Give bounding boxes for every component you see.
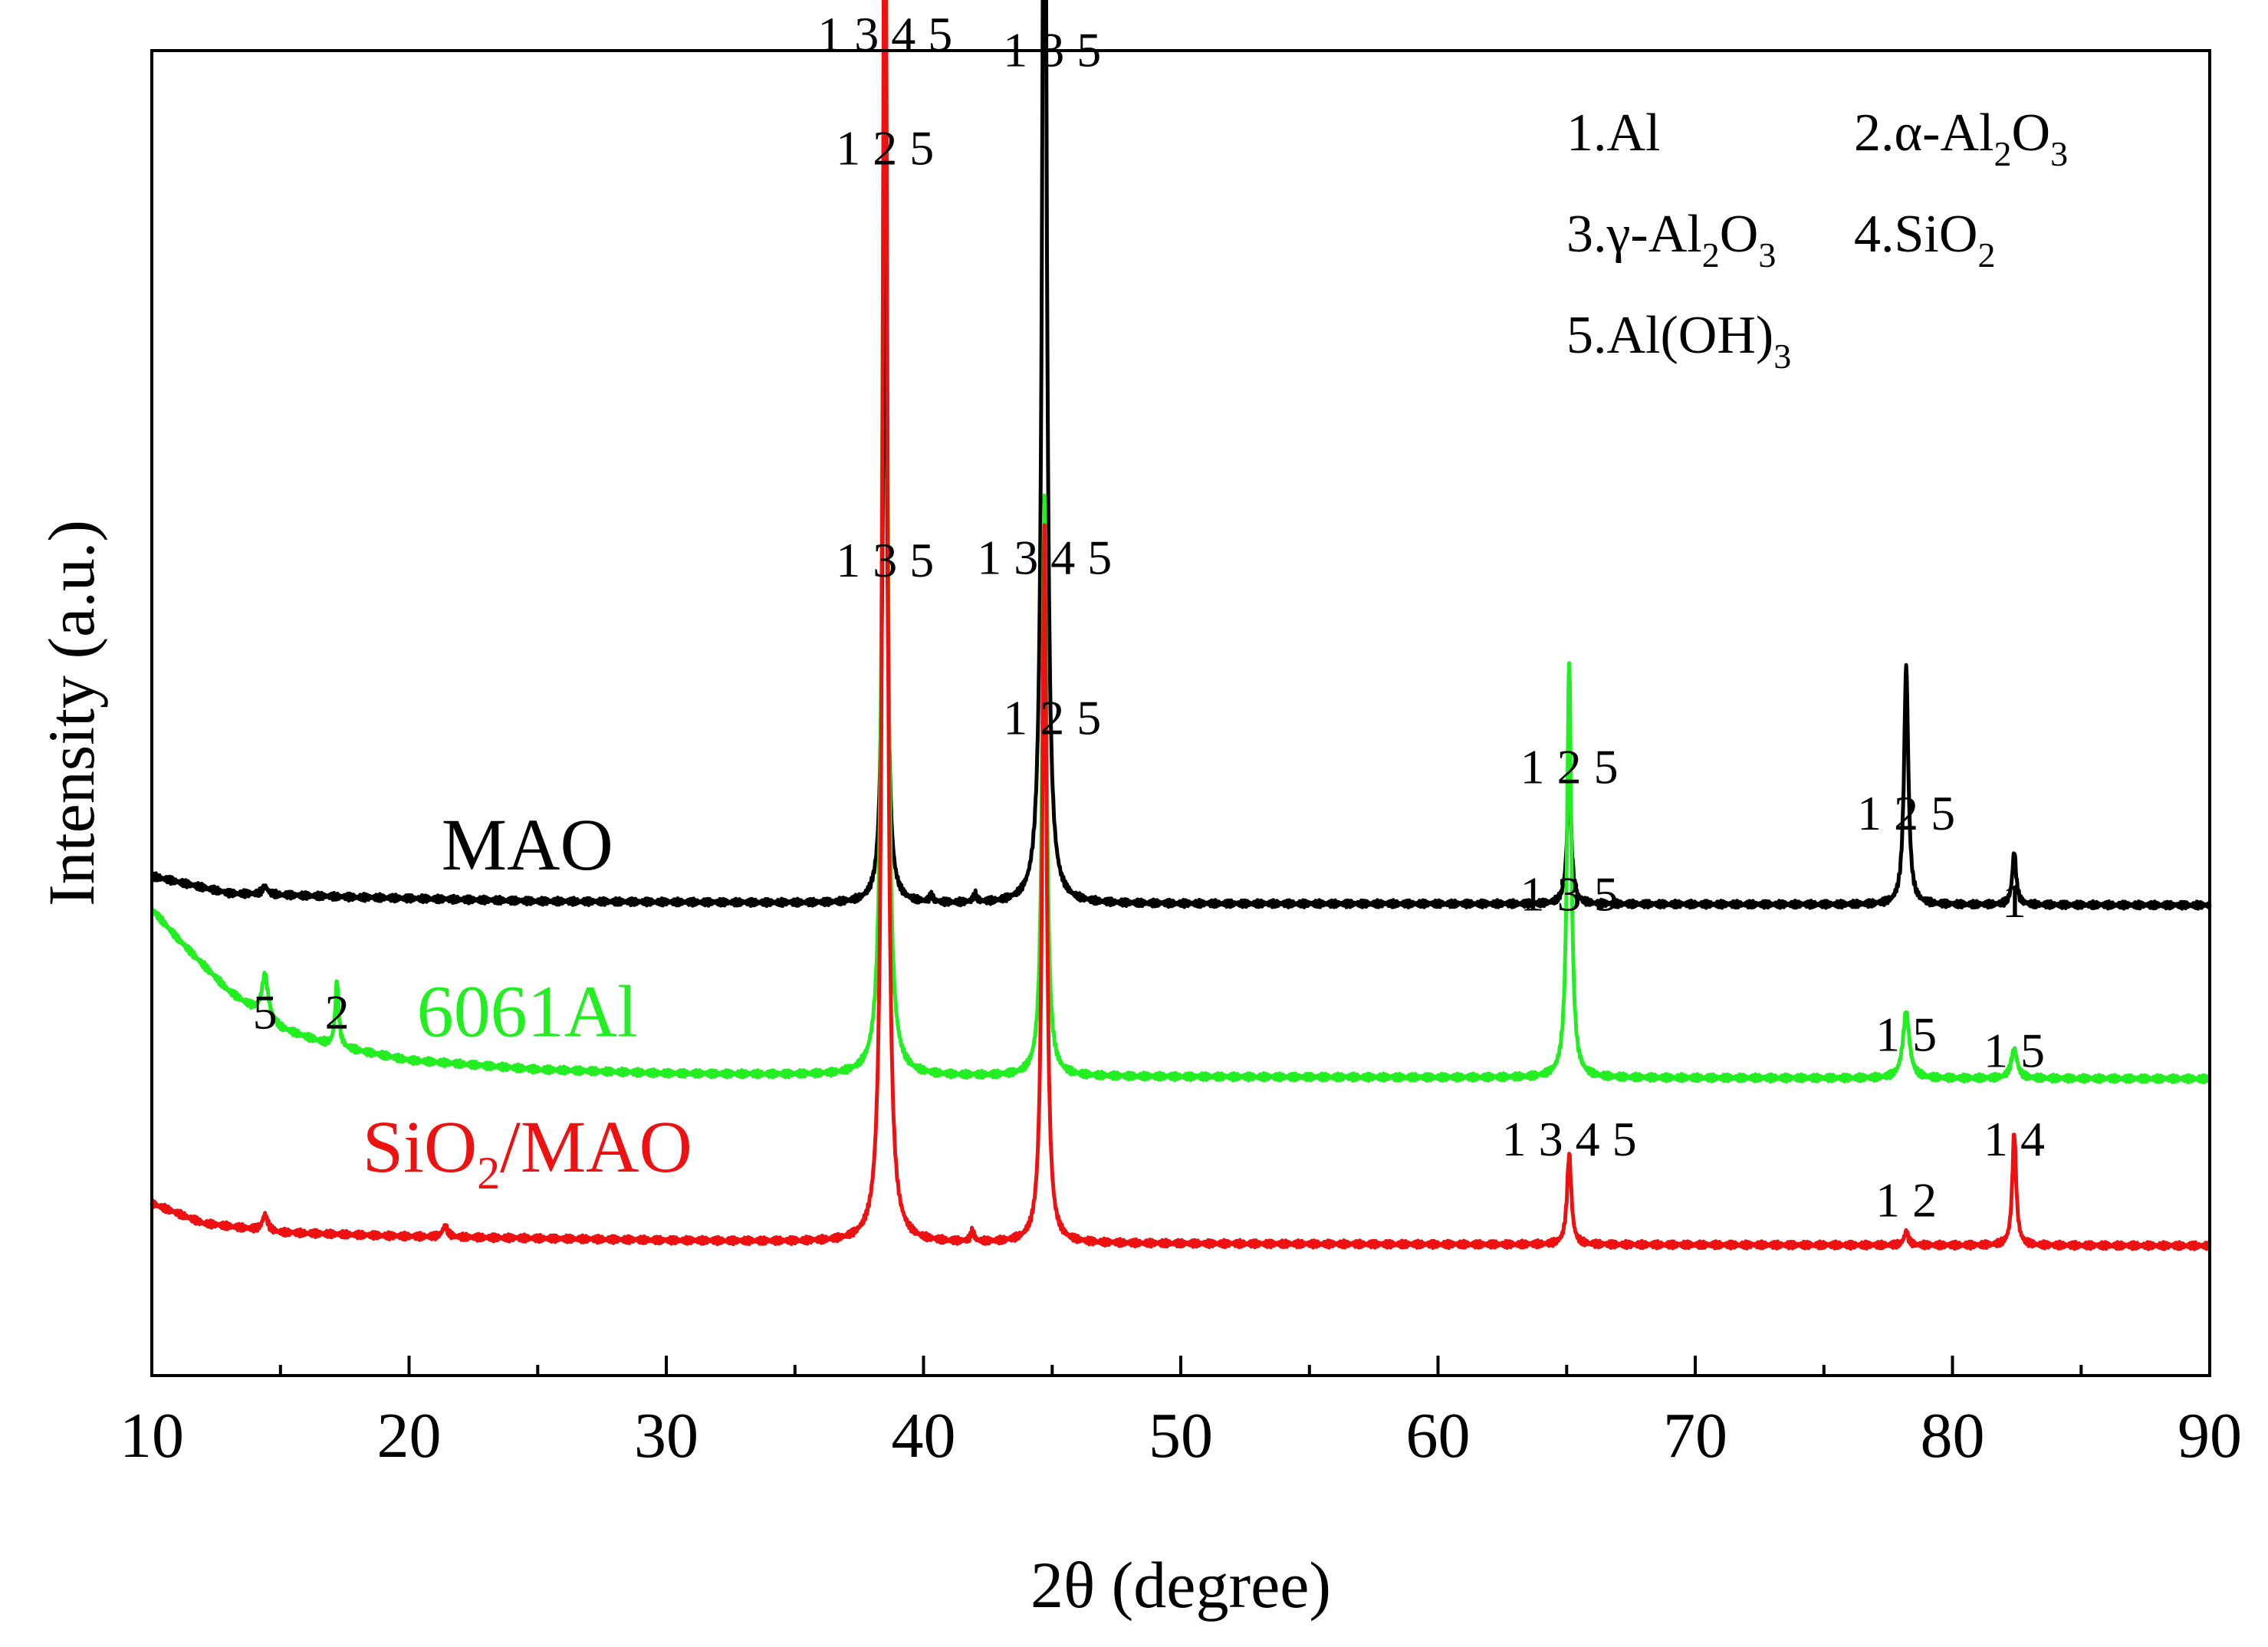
legend-number: 2 (1854, 104, 1881, 163)
x-tick-label: 30 (634, 1400, 698, 1471)
peak-label-layer: 1 3 4 5 1 2 5 1 3 5 1 3 5 1 3 4 5 1 2 5 1 2 5 1… (253, 7, 2045, 1228)
series-label-part: MAO (442, 804, 613, 886)
legend-separator: . (1593, 104, 1607, 163)
legend-base: γ-Al (1606, 205, 1702, 264)
series-line-6061al (150, 0, 2211, 1085)
legend-base: Al (1607, 104, 1661, 163)
peak-annotation: 1 4 (1984, 1112, 2045, 1166)
peak-annotation: 5 (253, 985, 278, 1039)
legend-base: SiO (1895, 205, 1978, 264)
legend-subscript: 2 (1994, 134, 2012, 173)
series-label-mao: MAO (442, 804, 613, 886)
legend-subscript: 3 (2050, 134, 2068, 173)
series-label-layer: MAO 6061Al SiO2/MAO (363, 804, 692, 1198)
x-tick-label: 70 (1663, 1400, 1727, 1471)
y-axis-title: Intensity (a.u.) (35, 520, 108, 906)
x-tick-label: 80 (1921, 1400, 1985, 1471)
x-tick-label: 40 (892, 1400, 956, 1471)
peak-annotation: 1 5 (1984, 1023, 2045, 1077)
series-label-part: 6061Al (417, 971, 638, 1053)
legend-subscript: 2 (1977, 235, 1995, 274)
axis-layer: 10 20 30 40 50 60 70 80 90 (120, 1356, 2242, 1471)
legend-entry-2: 2.α-Al2O3 (1854, 104, 2068, 173)
peak-annotation: 1 2 5 (836, 121, 934, 176)
legend-entry-1: 1.Al (1566, 104, 1661, 163)
legend-entry-3: 3.γ-Al2O3 (1566, 205, 1776, 274)
peak-annotation: 1 3 4 5 (1502, 1112, 1637, 1166)
legend-tail: O (2012, 104, 2051, 163)
peak-annotation: 1 2 5 (1003, 691, 1101, 745)
series-line-sio2-mao (150, 0, 2212, 1251)
peak-annotation: 2 (325, 985, 350, 1039)
peak-annotation: 1 3 5 (836, 533, 934, 587)
legend-subscript: 3 (1773, 337, 1791, 376)
legend-subscript: 3 (1758, 235, 1776, 274)
legend-separator: . (1881, 205, 1895, 264)
legend-subscript: 2 (1702, 235, 1720, 274)
peak-annotation: 1 3 4 5 (977, 531, 1112, 585)
legend-entry-4: 4.SiO2 (1854, 205, 1995, 274)
x-tick-label: 90 (2178, 1400, 2242, 1471)
legend-base: Al(OH) (1607, 306, 1774, 365)
series-label-sio2-mao: SiO2/MAO (363, 1106, 692, 1198)
x-tick-label: 10 (120, 1400, 184, 1471)
legend-tail: O (1720, 205, 1759, 264)
peak-annotation: 1 2 5 (1857, 786, 1955, 840)
x-tick-label: 50 (1149, 1400, 1213, 1471)
peak-annotation: 1 5 (1875, 1008, 1937, 1062)
legend-number: 1 (1566, 104, 1593, 163)
legend-number: 5 (1566, 306, 1593, 365)
legend-separator: . (1593, 205, 1607, 264)
peak-annotation: 1 2 5 (1520, 740, 1619, 794)
legend-separator: . (1881, 104, 1895, 163)
peak-annotation: 1 (2002, 873, 2026, 928)
legend-entry-5: 5.Al(OH)3 (1566, 306, 1791, 376)
series-layer (150, 0, 2212, 1251)
legend-number: 3 (1566, 205, 1593, 264)
legend-separator: . (1593, 306, 1607, 365)
series-line-mao (150, 0, 2212, 911)
peak-annotation: 1 3 5 (1520, 867, 1619, 922)
series-label-part: SiO (363, 1106, 477, 1188)
peak-annotation: 1 2 (1875, 1173, 1937, 1228)
legend-base: α-Al (1895, 104, 1994, 163)
series-label-part: 2 (477, 1148, 500, 1198)
legend-number: 4 (1854, 205, 1881, 264)
peak-annotation: 1 3 4 5 (817, 7, 952, 61)
x-axis-title: 2θ (degree) (1030, 1548, 1331, 1622)
series-label-6061al: 6061Al (417, 971, 638, 1053)
x-tick-label: 20 (377, 1400, 442, 1471)
x-tick-label: 60 (1406, 1400, 1471, 1471)
series-label-part: /MAO (500, 1106, 692, 1188)
